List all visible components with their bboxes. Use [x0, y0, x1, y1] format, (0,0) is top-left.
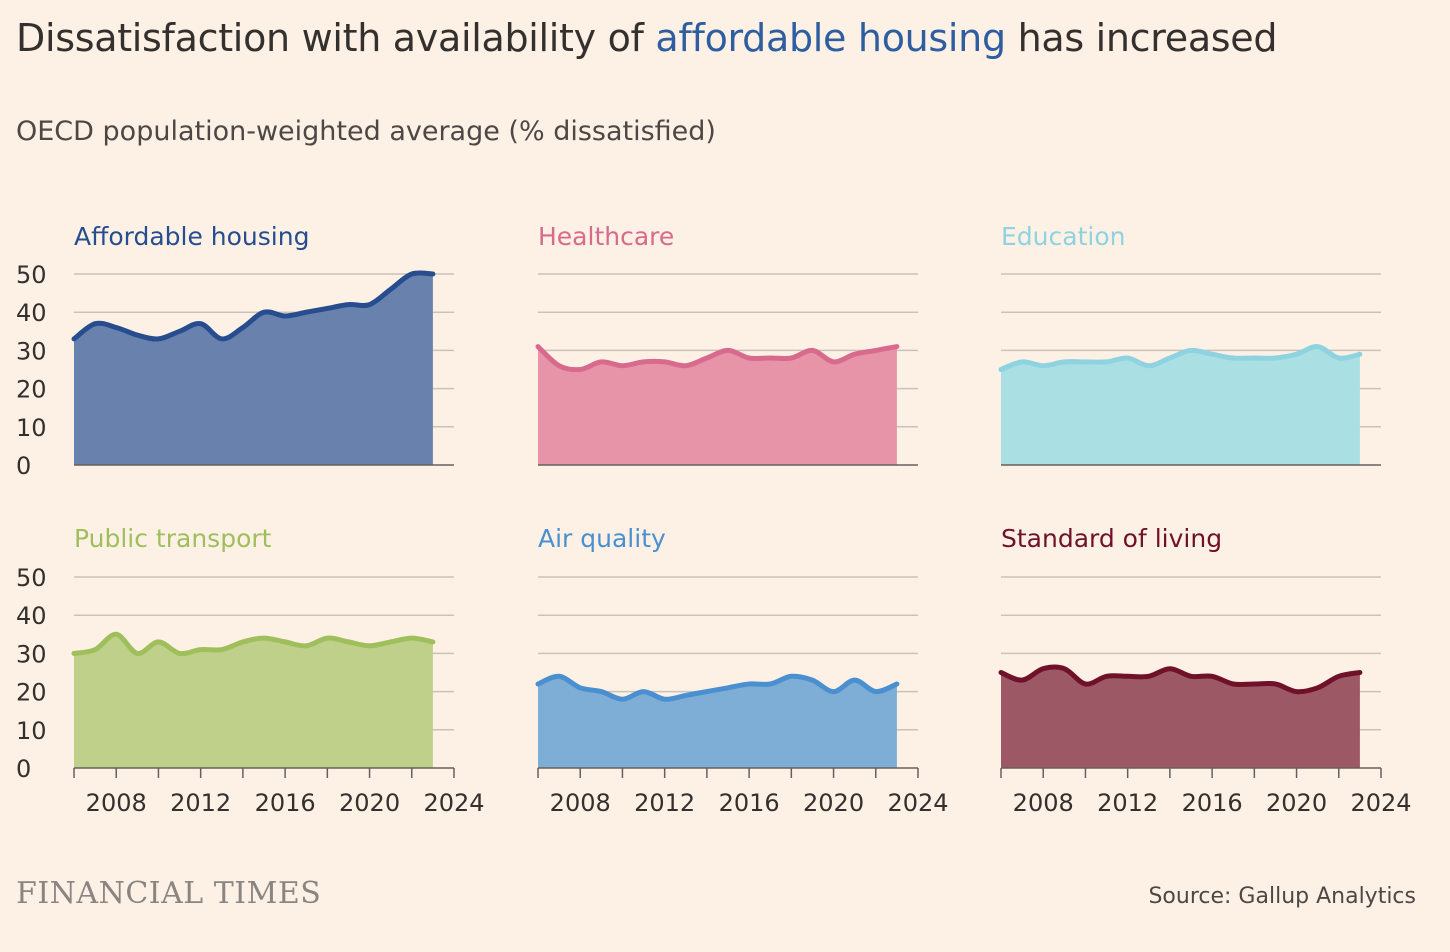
- y-tick-label-public-transport-0: 0: [16, 755, 31, 783]
- x-tick-label-standard-of-living-2008: 2008: [1013, 789, 1074, 817]
- y-tick-label-affordable-housing-20: 20: [16, 376, 47, 404]
- chart-subtitle: OECD population-weighted average (% diss…: [16, 116, 716, 147]
- area-fill-affordable-housing: [74, 272, 433, 465]
- y-tick-label-public-transport-20: 20: [16, 679, 47, 707]
- title-highlight: affordable housing: [655, 16, 1006, 60]
- y-tick-label-affordable-housing-30: 30: [16, 337, 47, 365]
- series-line-air-quality: [535, 673, 900, 702]
- chart-title: Dissatisfaction with availability of aff…: [16, 16, 1278, 60]
- x-tick-label-public-transport-2012: 2012: [170, 789, 231, 817]
- x-tick-label-standard-of-living-2024: 2024: [1350, 789, 1411, 817]
- x-tick-label-standard-of-living-2020: 2020: [1266, 789, 1327, 817]
- panel-title-education: Education: [1001, 222, 1125, 251]
- x-tick-label-air-quality-2016: 2016: [719, 789, 780, 817]
- y-tick-label-affordable-housing-0: 0: [16, 452, 31, 480]
- area-fill-public-transport: [74, 634, 433, 768]
- series-line-public-transport: [71, 631, 436, 657]
- y-tick-label-public-transport-50: 50: [16, 564, 47, 592]
- y-tick-label-public-transport-40: 40: [16, 602, 47, 630]
- series-line-healthcare: [535, 344, 900, 373]
- x-tick-label-air-quality-2008: 2008: [550, 789, 611, 817]
- area-fill-education: [1001, 346, 1360, 465]
- x-tick-label-air-quality-2020: 2020: [803, 789, 864, 817]
- panel-title-affordable-housing: Affordable housing: [74, 222, 309, 251]
- x-tick-label-public-transport-2020: 2020: [339, 789, 400, 817]
- series-line-affordable-housing: [71, 270, 436, 342]
- y-tick-label-public-transport-10: 10: [16, 717, 47, 745]
- area-fill-standard-of-living: [1001, 667, 1360, 768]
- title-before: Dissatisfaction with availability of: [16, 16, 656, 60]
- x-tick-label-air-quality-2012: 2012: [634, 789, 695, 817]
- source-note: Source: Gallup Analytics: [1148, 884, 1416, 909]
- x-tick-label-standard-of-living-2016: 2016: [1182, 789, 1243, 817]
- panel-title-public-transport: Public transport: [74, 524, 272, 553]
- series-line-education: [998, 344, 1363, 372]
- panel-title-healthcare: Healthcare: [538, 222, 674, 251]
- panel-title-air-quality: Air quality: [538, 524, 666, 553]
- y-tick-label-affordable-housing-40: 40: [16, 299, 47, 327]
- x-tick-label-public-transport-2008: 2008: [86, 789, 147, 817]
- title-after: has increased: [1005, 16, 1278, 60]
- y-tick-label-affordable-housing-50: 50: [16, 261, 47, 289]
- y-tick-label-public-transport-30: 30: [16, 640, 47, 668]
- series-line-standard-of-living: [998, 664, 1363, 695]
- x-tick-label-standard-of-living-2012: 2012: [1097, 789, 1158, 817]
- x-tick-label-air-quality-2024: 2024: [887, 789, 948, 817]
- panel-title-standard-of-living: Standard of living: [1001, 524, 1222, 553]
- area-fill-healthcare: [538, 346, 897, 465]
- x-tick-label-public-transport-2016: 2016: [255, 789, 316, 817]
- ft-logo: FINANCIAL TIMES: [16, 876, 322, 911]
- x-tick-label-public-transport-2024: 2024: [423, 789, 484, 817]
- y-tick-label-affordable-housing-10: 10: [16, 414, 47, 442]
